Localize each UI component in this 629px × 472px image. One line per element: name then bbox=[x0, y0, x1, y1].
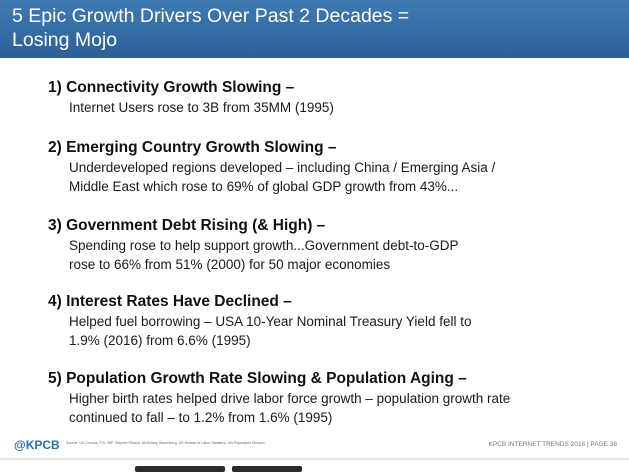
driver-heading: 3) Government Debt Rising (& High) – bbox=[48, 217, 326, 234]
driver-body-line: Helped fuel borrowing – USA 10-Year Nomi… bbox=[69, 314, 472, 329]
driver-body: Helped fuel borrowing – USA 10-Year Nomi… bbox=[69, 312, 608, 350]
driver-body-line: 1.9% (2016) from 6.6% (1995) bbox=[69, 333, 251, 348]
driver-body-line: continued to fall – to 1.2% from 1.6% (1… bbox=[69, 410, 333, 425]
slide-title-line-1: 5 Epic Growth Drivers Over Past 2 Decade… bbox=[12, 5, 410, 27]
driver-item-2: 2) Emerging Country Growth Slowing – Und… bbox=[48, 138, 608, 196]
slide-header: 5 Epic Growth Drivers Over Past 2 Decade… bbox=[0, 0, 629, 58]
source-note: Source: US Census, ITU, IMF, Stephen Roa… bbox=[66, 441, 265, 445]
driver-body-line: Spending rose to help support growth...G… bbox=[69, 238, 459, 253]
driver-item-4: 4) Interest Rates Have Declined – Helped… bbox=[48, 292, 608, 350]
driver-heading: 4) Interest Rates Have Declined – bbox=[48, 293, 292, 310]
driver-body-line: Higher birth rates helped drive labor fo… bbox=[69, 391, 511, 406]
driver-body: Spending rose to help support growth...G… bbox=[69, 236, 608, 274]
strip-divider bbox=[0, 458, 629, 460]
kpcb-logo: @KPCB bbox=[14, 438, 60, 452]
slide-title-line-2: Losing Mojo bbox=[12, 29, 118, 51]
driver-item-1: 1) Connectivity Growth Slowing – Interne… bbox=[48, 78, 608, 117]
driver-heading: 5) Population Growth Rate Slowing & Popu… bbox=[48, 370, 467, 387]
next-slide-strip bbox=[0, 458, 629, 472]
cropped-text-fragment bbox=[232, 466, 302, 472]
driver-body-line: Internet Users rose to 3B from 35MM (199… bbox=[69, 100, 334, 115]
driver-body-line: Middle East which rose to 69% of global … bbox=[69, 179, 459, 194]
driver-body: Higher birth rates helped drive labor fo… bbox=[69, 389, 608, 427]
page-footer-label: KPCB INTERNET TRENDS 2016 | PAGE 38 bbox=[488, 441, 617, 448]
driver-heading: 1) Connectivity Growth Slowing – bbox=[48, 79, 295, 96]
slide-title: 5 Epic Growth Drivers Over Past 2 Decade… bbox=[12, 4, 612, 52]
driver-body-line: rose to 66% from 51% (2000) for 50 major… bbox=[69, 257, 391, 272]
driver-item-3: 3) Government Debt Rising (& High) – Spe… bbox=[48, 216, 608, 274]
driver-body: Internet Users rose to 3B from 35MM (199… bbox=[69, 98, 608, 117]
driver-item-5: 5) Population Growth Rate Slowing & Popu… bbox=[48, 369, 608, 427]
cropped-text-fragment bbox=[135, 466, 225, 472]
driver-body: Underdeveloped regions developed – inclu… bbox=[69, 158, 608, 196]
driver-body-line: Underdeveloped regions developed – inclu… bbox=[69, 160, 496, 175]
driver-heading: 2) Emerging Country Growth Slowing – bbox=[48, 139, 337, 156]
